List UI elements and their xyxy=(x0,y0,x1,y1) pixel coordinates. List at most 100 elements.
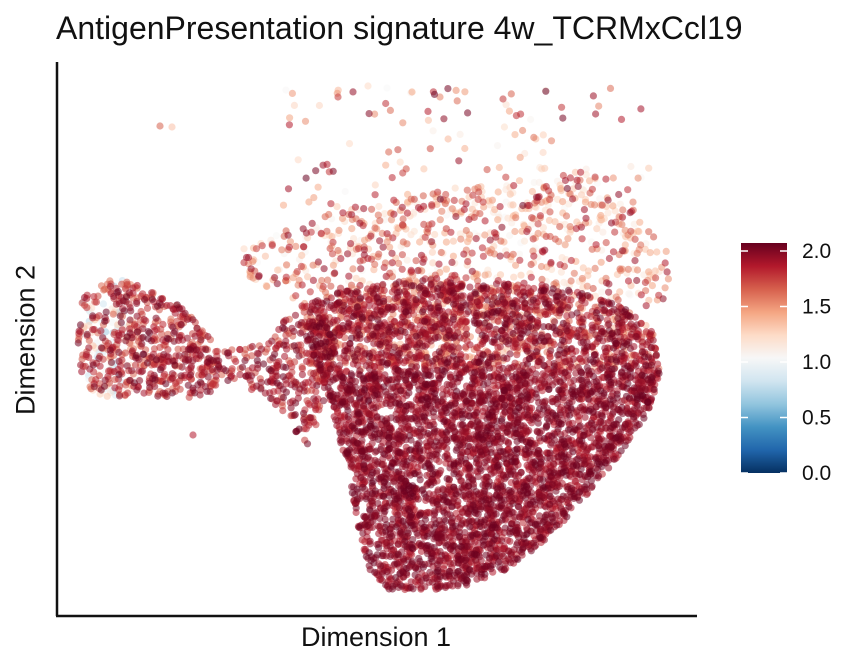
data-point xyxy=(455,344,463,352)
data-point xyxy=(630,351,638,359)
data-point xyxy=(516,153,524,161)
data-point xyxy=(534,220,542,228)
data-point xyxy=(368,205,376,213)
data-point xyxy=(319,161,327,169)
data-point xyxy=(97,327,105,335)
data-point xyxy=(444,135,452,143)
data-point xyxy=(530,178,538,187)
data-point xyxy=(595,102,603,110)
data-point xyxy=(506,190,514,198)
data-point xyxy=(174,345,182,353)
data-point xyxy=(645,228,653,236)
data-point xyxy=(503,251,511,259)
data-point xyxy=(200,368,208,376)
data-point xyxy=(148,289,156,297)
data-point xyxy=(505,107,513,115)
data-point xyxy=(345,140,354,148)
data-point xyxy=(298,302,306,310)
data-point xyxy=(567,256,576,265)
data-point xyxy=(528,214,536,222)
data-point xyxy=(551,218,559,226)
data-point xyxy=(661,284,669,292)
data-point xyxy=(298,371,306,379)
data-point xyxy=(389,234,397,242)
data-point xyxy=(569,195,577,203)
data-point xyxy=(140,389,148,397)
data-point xyxy=(309,276,317,284)
data-point xyxy=(434,188,442,196)
data-point xyxy=(510,182,518,190)
data-point xyxy=(646,249,654,257)
data-point xyxy=(631,235,639,243)
data-point xyxy=(356,257,364,265)
data-point xyxy=(456,230,464,238)
data-point xyxy=(448,205,456,213)
data-point xyxy=(380,263,388,271)
data-point xyxy=(395,259,403,267)
data-point xyxy=(431,230,439,239)
data-point xyxy=(588,185,597,193)
data-point xyxy=(240,245,248,253)
data-point xyxy=(95,312,103,320)
data-point xyxy=(286,238,294,246)
data-point xyxy=(273,280,281,288)
chart-title: AntigenPresentation signature 4w_TCRMxCc… xyxy=(56,10,743,46)
data-point xyxy=(423,471,431,480)
data-point xyxy=(133,312,141,320)
data-point xyxy=(567,277,575,285)
data-point xyxy=(387,216,396,224)
data-point xyxy=(642,302,650,310)
data-point xyxy=(344,250,352,258)
data-point xyxy=(366,537,374,545)
data-point xyxy=(386,243,394,251)
data-point xyxy=(242,253,251,262)
data-point xyxy=(649,336,657,344)
data-point xyxy=(312,388,320,396)
data-point xyxy=(380,210,389,218)
data-point xyxy=(599,228,607,236)
data-point xyxy=(399,221,407,229)
data-point xyxy=(557,268,566,276)
data-point xyxy=(538,275,546,283)
data-point xyxy=(248,342,256,351)
data-point xyxy=(473,303,481,311)
data-point xyxy=(496,343,504,351)
data-point xyxy=(520,237,529,245)
data-point xyxy=(413,463,422,471)
data-point xyxy=(564,235,572,243)
data-point xyxy=(556,261,564,269)
data-point xyxy=(456,318,465,326)
data-point xyxy=(499,348,507,356)
data-point xyxy=(297,262,305,270)
data-point xyxy=(390,210,398,218)
data-point xyxy=(298,251,306,259)
data-point xyxy=(547,137,556,145)
data-point xyxy=(585,177,594,185)
data-point xyxy=(429,127,437,135)
data-point xyxy=(360,246,368,254)
data-point xyxy=(456,513,464,521)
data-point xyxy=(318,276,326,285)
data-point xyxy=(641,278,650,287)
data-point xyxy=(592,110,600,118)
data-point xyxy=(429,259,437,267)
data-point xyxy=(546,195,554,203)
data-point xyxy=(509,250,517,258)
data-point xyxy=(469,191,477,199)
data-point xyxy=(309,261,317,269)
data-point xyxy=(324,276,332,284)
data-point xyxy=(453,97,461,105)
data-point xyxy=(581,413,589,421)
data-point xyxy=(624,265,632,273)
data-point xyxy=(510,273,518,281)
data-point xyxy=(371,110,379,118)
data-point xyxy=(447,228,455,236)
data-point xyxy=(294,156,302,164)
data-point xyxy=(491,206,499,214)
data-point xyxy=(349,265,357,273)
data-point xyxy=(573,176,581,184)
data-point xyxy=(121,349,129,357)
data-point xyxy=(556,223,564,231)
data-point xyxy=(616,265,624,273)
